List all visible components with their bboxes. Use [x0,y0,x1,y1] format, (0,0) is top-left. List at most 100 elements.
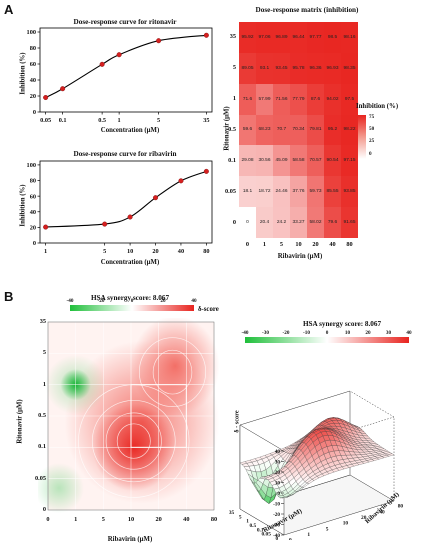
x-tick-label: 0.05 [40,117,51,124]
map-legend-tick: 40 [191,298,197,304]
matrix-title: Dose-response matrix (inhibition) [255,6,359,14]
data-point [127,214,133,220]
contour-line [91,399,176,483]
map-legend-tick: 0 [130,298,134,304]
data-point [43,95,49,101]
matrix-cell: 24.46 [273,176,290,208]
y-tick-label: 0.1 [257,527,264,533]
matrix-cell: 70.7 [273,114,290,146]
x-tick-label: 0 [289,538,292,540]
matrix-y-tick: 35 [229,33,236,41]
x-tick-label: 35 [203,117,209,124]
map-legend-tick: -40 [66,298,74,304]
panel-letter-b: B [4,289,14,304]
matrix-x-tick: 20 [312,241,319,248]
synergy-3d-zlabel: δ - score [233,410,241,433]
contour-line [152,349,193,395]
map-x-tick: 0 [46,516,50,523]
matrix-cell: 91.65 [341,207,358,238]
matrix-cell: 57.99 [256,83,273,115]
x-tick-label: 5 [326,526,329,532]
matrix-cell: 18.72 [256,176,273,208]
matrix-x-tick: 0 [245,241,250,248]
ritonavir-xlabel: Concentration (μM) [100,127,160,134]
map-y-tick: 0.1 [38,443,46,451]
ribavirin-curve-chart: 0 20 40 60 80 100 1 5 10 20 40 80 [27,160,213,255]
matrix-legend-tick: 75 [369,114,375,120]
x-tick-label: 40 [178,248,184,255]
matrix-cell: 30.56 [256,145,273,177]
matrix-cell: 59.73 [307,176,324,208]
matrix-cell: 94.02 [324,83,341,115]
max-synergy-box [130,384,187,448]
matrix-cell: 29.08 [239,145,256,177]
matrix-cell: 93.45 [273,52,290,84]
matrix-x-tick: 10 [295,241,302,248]
data-point [203,32,209,38]
data-point [178,178,184,184]
matrix-cell: 58.02 [307,207,324,238]
matrix-cell: 93.85 [341,176,358,208]
ritonavir-curve-chart: 0 20 40 60 80 100 0.05 0.1 0.5 1 5 35 [27,27,213,124]
matrix-cell: 58.58 [290,145,307,177]
matrix-legend-tick: 50 [369,126,375,133]
matrix-cell: 95.78 [290,52,307,84]
data-point [153,195,159,201]
matrix-cell: 97.5 [341,83,358,115]
matrix-cell: 95.2 [324,114,341,146]
x-tick-label: 1 [44,248,47,255]
z-tick-label: 10 [275,481,281,487]
y-tick-label: 5 [239,514,242,520]
matrix-y-tick: 0.1 [228,156,236,164]
matrix-cell: 97.77 [307,22,324,53]
matrix-cell: 24.2 [273,207,290,238]
z-tick-label: 0 [277,491,280,497]
synergy-3d-surface: 403020100-10-20-30-400151020408000.050.1… [229,390,403,540]
z-tick-label: -10 [273,502,280,508]
matrix-cell: 87.6 [307,83,324,115]
y-tick-label: 40 [30,209,36,216]
matrix-cell: 97.15 [341,145,358,177]
matrix-cell: 18.1 [239,176,256,208]
x-tick-label: 40 [379,509,385,515]
map-x-tick: 5 [101,516,105,523]
contour-line [138,337,207,407]
y-tick-label: 35 [229,510,235,516]
s3d-legend-tick: 0 [325,330,329,336]
matrix-cell: 89.05 [239,52,256,84]
data-point [116,52,122,58]
synergy-map-title: HSA synergy score: 8.067 [90,294,170,302]
x-tick-label: 80 [203,248,209,255]
matrix-cell: 85.55 [324,176,341,208]
matrix-cell: 96.44 [290,22,307,53]
matrix-cell: 96.36 [307,52,324,84]
data-point [203,168,209,174]
matrix-cell: 79.6 [324,207,341,238]
matrix-cell: 71.6 [239,83,256,115]
map-x-tick: 20 [155,516,162,523]
matrix-cell: 0 [239,207,256,238]
matrix-cell: 98.5 [324,22,341,53]
y-tick-label: 80 [30,178,36,185]
s3d-legend-tick: 10 [344,330,351,336]
matrix-cell: 70.57 [307,145,324,177]
matrix-cell: 70.34 [290,114,307,146]
y-tick-label: 0 [33,109,36,116]
map-x-tick: 1 [74,516,78,523]
matrix-cell: 77.79 [290,83,307,115]
contour-line [105,412,162,470]
matrix-y-tick: 0.05 [224,187,236,195]
matrix-cell: 97.06 [256,22,273,53]
x-tick-label: 1 [118,117,121,124]
s3d-legend-tick: -10 [303,330,310,336]
map-y-tick: 35 [39,318,46,325]
s3d-legend-tick: -40 [241,330,249,336]
z-tick-label: -20 [273,512,280,518]
x-tick-label: 10 [127,248,133,255]
chart-title-ribavirin: Dose-response curve for ribavirin [73,150,177,158]
matrix-cell: 98.22 [341,114,358,146]
matrix-cell: 20.4 [256,207,273,238]
fit-curve [45,34,207,99]
x-tick-label: 5 [157,117,160,124]
s3d-legend-tick: 40 [406,330,412,336]
